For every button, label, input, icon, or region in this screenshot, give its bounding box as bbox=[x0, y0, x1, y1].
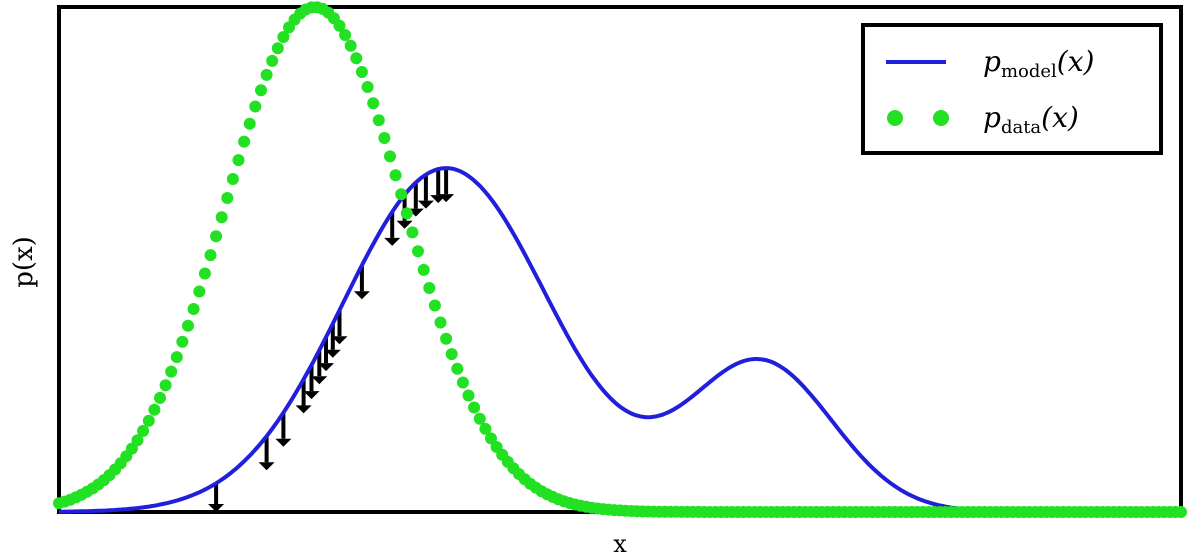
data-point bbox=[238, 136, 250, 148]
data-point bbox=[143, 415, 155, 427]
legend-data-swatch-dot bbox=[933, 110, 949, 126]
data-point bbox=[412, 245, 424, 257]
data-point bbox=[165, 366, 177, 378]
data-point bbox=[463, 390, 475, 402]
data-point bbox=[373, 114, 385, 126]
data-point bbox=[216, 211, 228, 223]
data-point bbox=[221, 192, 233, 204]
data-point bbox=[457, 377, 469, 389]
data-point bbox=[345, 40, 357, 52]
data-point bbox=[378, 132, 390, 144]
data-point bbox=[401, 207, 413, 219]
data-point bbox=[356, 66, 368, 78]
data-point bbox=[199, 268, 211, 280]
y-axis-label: p(x) bbox=[9, 236, 39, 288]
data-point bbox=[160, 379, 172, 391]
x-axis-label: x bbox=[613, 530, 627, 558]
data-point bbox=[176, 336, 188, 348]
data-point bbox=[188, 303, 200, 315]
data-point bbox=[451, 363, 463, 375]
data-point bbox=[255, 84, 267, 96]
data-point bbox=[362, 81, 374, 93]
data-point bbox=[429, 300, 441, 312]
data-point bbox=[1175, 506, 1187, 518]
data-point bbox=[182, 320, 194, 332]
data-point bbox=[350, 52, 362, 64]
data-point bbox=[446, 348, 458, 360]
data-point bbox=[474, 413, 486, 425]
data-point bbox=[272, 42, 284, 54]
data-point bbox=[261, 69, 273, 81]
data-point bbox=[390, 169, 402, 181]
data-point bbox=[249, 101, 261, 113]
data-point bbox=[395, 188, 407, 200]
legend-data-swatch-dot bbox=[887, 110, 903, 126]
data-point bbox=[435, 317, 447, 329]
data-point bbox=[468, 402, 480, 414]
data-point bbox=[384, 150, 396, 162]
data-point bbox=[367, 97, 379, 109]
data-point bbox=[266, 55, 278, 67]
data-point bbox=[148, 404, 160, 416]
data-point bbox=[339, 29, 351, 41]
data-point bbox=[406, 226, 418, 238]
data-point bbox=[233, 154, 245, 166]
data-point bbox=[205, 249, 217, 261]
data-point bbox=[210, 230, 222, 242]
data-point bbox=[193, 286, 205, 298]
data-point bbox=[440, 333, 452, 345]
data-point bbox=[227, 173, 239, 185]
data-point bbox=[244, 118, 256, 130]
data-point bbox=[171, 351, 183, 363]
data-point bbox=[154, 392, 166, 404]
data-point bbox=[423, 282, 435, 294]
data-point bbox=[418, 264, 430, 276]
data-point bbox=[137, 425, 149, 437]
legend: pmodel(x) pdata(x) bbox=[863, 25, 1161, 153]
